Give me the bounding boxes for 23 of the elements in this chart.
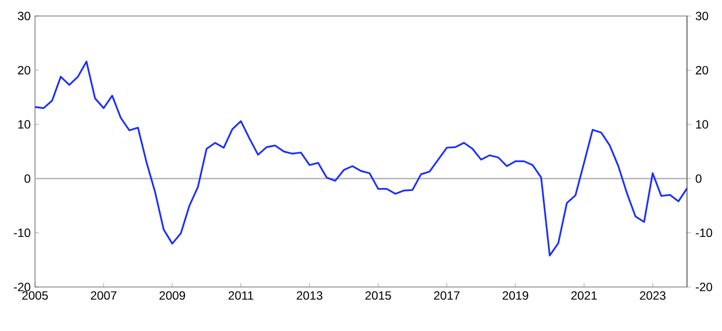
line-series: [34, 60, 688, 256]
y-tick-label: 30: [18, 12, 30, 20]
y-tick-label: -10: [14, 228, 30, 238]
y-tick-label: 0: [24, 174, 30, 183]
y2-tick-label: 30: [696, 12, 708, 20]
x-tick-label: 2007: [90, 291, 116, 300]
x-tick-label: 2015: [365, 291, 391, 300]
y2-tick-label: 20: [696, 66, 708, 74]
x-tick-label: 2011: [228, 291, 254, 300]
x-tick-label: 2019: [502, 291, 528, 300]
y-tick-label: 20: [18, 66, 30, 74]
x-tick-label: 2021: [571, 291, 597, 300]
x-tick-label: 2005: [22, 291, 48, 300]
x-tick-label: 2017: [434, 291, 460, 300]
x-tick-label: 2009: [160, 291, 186, 300]
y2-tick-label: -10: [696, 228, 712, 238]
x-tick-label: 2023: [640, 291, 666, 300]
x-tick-label: 2013: [296, 291, 322, 300]
y2-tick-label: 0: [696, 174, 702, 183]
y2-tick-label: 10: [696, 120, 708, 129]
y2-tick-label: -20: [696, 282, 712, 292]
y-tick-label: -20: [14, 282, 30, 292]
y-tick-label: 10: [18, 120, 30, 129]
